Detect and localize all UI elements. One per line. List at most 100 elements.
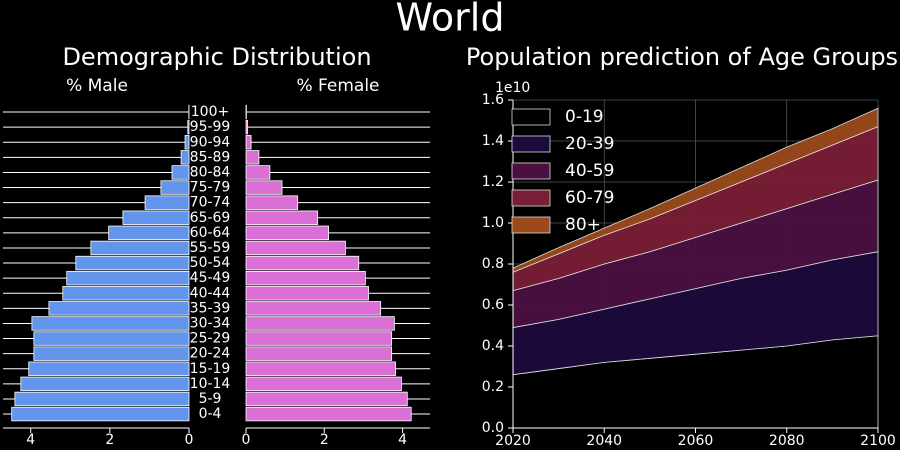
category-label: 65-69 <box>190 210 231 226</box>
category-label: 100+ <box>191 104 229 120</box>
bar <box>171 165 190 180</box>
bar <box>31 316 190 331</box>
bar <box>245 119 248 135</box>
y-tick-label: 1.6 <box>482 92 504 108</box>
legend-swatch <box>511 108 551 126</box>
bar <box>66 270 190 286</box>
x-tick-label: 2020 <box>495 433 531 449</box>
x-tick-label: 2040 <box>586 433 622 449</box>
category-label: 10-14 <box>190 376 231 392</box>
bar <box>245 180 283 195</box>
bar <box>62 286 190 301</box>
bar <box>245 270 366 286</box>
x-tick-label: 2080 <box>769 433 805 449</box>
bar <box>122 210 190 225</box>
category-label: 60-64 <box>190 225 231 241</box>
x-tick-label: 2 <box>105 432 114 448</box>
legend-label: 60-79 <box>565 188 614 208</box>
category-label: 5-9 <box>199 391 222 407</box>
category-label: 45-49 <box>190 270 231 286</box>
bar <box>245 406 412 422</box>
figure-title: World <box>396 0 505 40</box>
legend-swatch <box>511 162 551 180</box>
x-tick-label: 4 <box>398 432 407 448</box>
category-label: 55-59 <box>190 240 231 256</box>
category-label: 25-29 <box>190 331 231 347</box>
bar <box>11 406 190 422</box>
x-tick-label: 0 <box>242 432 251 448</box>
bar <box>245 286 369 301</box>
category-label: 15-19 <box>190 361 231 377</box>
x-tick-label: 2060 <box>678 433 714 449</box>
bar <box>33 346 190 361</box>
panel-title: % Female <box>296 76 379 96</box>
bar <box>245 331 393 346</box>
legend-swatch <box>511 189 551 207</box>
bar <box>245 391 408 407</box>
x-tick-label: 2100 <box>860 433 896 449</box>
x-tick-label: 2 <box>320 432 329 448</box>
y-tick-label: 0.4 <box>482 338 504 354</box>
category-label: 20-24 <box>190 346 231 362</box>
bar <box>245 376 402 392</box>
bar <box>144 195 190 210</box>
bar <box>180 150 190 165</box>
legend-label: 20-39 <box>565 134 614 154</box>
bar <box>108 225 190 241</box>
category-label: 95-99 <box>190 119 231 135</box>
panel-title: % Male <box>66 76 128 96</box>
chart-title: Population prediction of Age Groups <box>466 43 898 71</box>
category-label: 30-34 <box>190 315 231 331</box>
legend-swatch <box>511 216 551 234</box>
y-tick-label: 0.8 <box>482 256 504 272</box>
bar <box>14 391 190 407</box>
bar <box>48 301 190 316</box>
bar <box>90 240 190 256</box>
bar <box>245 135 252 150</box>
bar <box>245 346 393 361</box>
category-label: 0-4 <box>199 406 222 422</box>
legend-label: 40-59 <box>565 161 614 181</box>
bar <box>245 301 382 316</box>
bar <box>75 255 190 271</box>
bar <box>33 331 190 346</box>
y-tick-label: 0.2 <box>482 379 504 395</box>
bar <box>245 165 271 180</box>
bar <box>245 255 360 271</box>
bar <box>160 180 190 195</box>
y-tick-label: 1.4 <box>482 133 504 149</box>
category-label: 70-74 <box>190 195 231 211</box>
bar <box>20 376 190 392</box>
y-tick-label: 1.2 <box>482 174 504 190</box>
bar <box>245 225 330 241</box>
legend-label: 80+ <box>565 215 601 235</box>
category-label: 50-54 <box>190 255 231 271</box>
y-tick-label: 1.0 <box>482 215 504 231</box>
bar <box>28 361 190 376</box>
area <box>512 107 879 273</box>
x-tick-label: 4 <box>26 432 35 448</box>
category-label: 85-89 <box>190 149 231 165</box>
bar <box>245 195 299 210</box>
bar <box>187 119 190 135</box>
y-tick-label: 0.6 <box>482 297 504 313</box>
bar <box>245 240 346 256</box>
legend-swatch <box>511 135 551 153</box>
bar <box>245 210 319 225</box>
bar <box>245 150 260 165</box>
category-label: 35-39 <box>190 300 231 316</box>
chart-title: Demographic Distribution <box>62 43 371 71</box>
category-label: 80-84 <box>190 164 231 180</box>
legend-label: 0-19 <box>565 107 604 127</box>
bar <box>245 316 395 331</box>
x-tick-label: 0 <box>185 432 194 448</box>
y-tick-label: 0.0 <box>482 420 504 436</box>
category-label: 75-79 <box>190 180 231 196</box>
bar <box>245 361 396 376</box>
axis-offset: 1e10 <box>495 80 530 96</box>
bar <box>184 135 190 150</box>
category-label: 90-94 <box>190 134 231 150</box>
category-label: 40-44 <box>190 285 231 301</box>
